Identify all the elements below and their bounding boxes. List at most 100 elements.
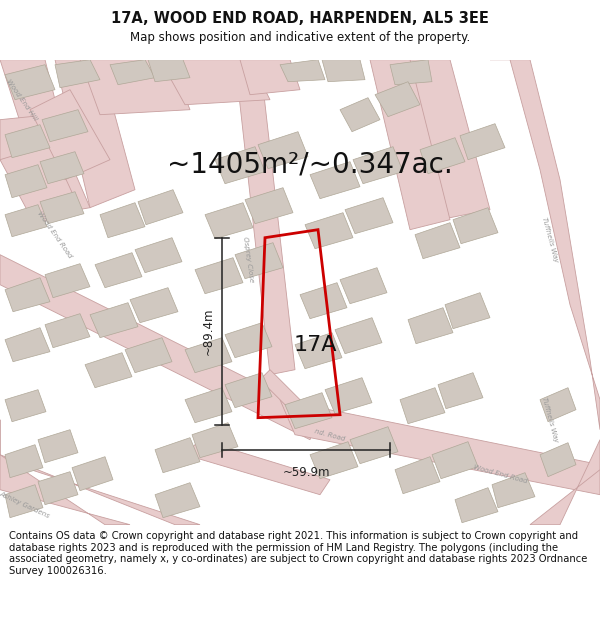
Polygon shape (345, 198, 393, 234)
Polygon shape (5, 328, 50, 362)
Polygon shape (390, 59, 432, 84)
Polygon shape (295, 332, 342, 369)
Polygon shape (453, 208, 498, 244)
Polygon shape (310, 162, 360, 199)
Polygon shape (460, 124, 505, 159)
Polygon shape (540, 442, 576, 477)
Polygon shape (5, 485, 43, 518)
Polygon shape (5, 445, 43, 478)
Polygon shape (245, 188, 293, 224)
Polygon shape (100, 202, 145, 238)
Polygon shape (40, 192, 84, 224)
Polygon shape (40, 152, 84, 184)
Polygon shape (310, 442, 358, 479)
Polygon shape (155, 438, 200, 472)
Polygon shape (335, 318, 382, 354)
Polygon shape (192, 422, 238, 457)
Polygon shape (300, 282, 347, 319)
Polygon shape (350, 427, 398, 464)
Polygon shape (45, 314, 90, 348)
Polygon shape (375, 82, 420, 117)
Polygon shape (5, 390, 46, 422)
Polygon shape (225, 372, 272, 408)
Polygon shape (5, 125, 50, 158)
Polygon shape (0, 144, 80, 224)
Polygon shape (305, 213, 353, 249)
Polygon shape (235, 59, 295, 374)
Polygon shape (72, 457, 113, 491)
Polygon shape (148, 59, 190, 82)
Polygon shape (240, 59, 300, 94)
Polygon shape (340, 268, 387, 304)
Polygon shape (45, 264, 90, 298)
Polygon shape (95, 253, 142, 288)
Polygon shape (395, 457, 440, 494)
Polygon shape (490, 59, 600, 430)
Polygon shape (445, 292, 490, 329)
Polygon shape (160, 59, 270, 104)
Text: ~89.4m: ~89.4m (202, 308, 215, 355)
Polygon shape (0, 455, 130, 525)
Polygon shape (80, 59, 190, 115)
Polygon shape (235, 242, 283, 279)
Polygon shape (0, 115, 90, 214)
Text: ~59.9m: ~59.9m (282, 466, 330, 479)
Polygon shape (420, 138, 465, 174)
Polygon shape (205, 202, 253, 239)
Text: 17A: 17A (293, 335, 337, 355)
Polygon shape (340, 98, 380, 132)
Polygon shape (325, 378, 372, 414)
Polygon shape (5, 64, 55, 99)
Polygon shape (110, 59, 155, 84)
Text: Wood End Road: Wood End Road (37, 210, 73, 259)
Polygon shape (55, 59, 135, 208)
Polygon shape (185, 388, 232, 422)
Polygon shape (353, 147, 403, 184)
Polygon shape (0, 255, 320, 440)
Polygon shape (125, 338, 172, 372)
Polygon shape (322, 59, 365, 82)
Polygon shape (280, 400, 600, 495)
Text: Map shows position and indicative extent of the property.: Map shows position and indicative extent… (130, 31, 470, 44)
Polygon shape (438, 372, 483, 409)
Polygon shape (155, 482, 200, 518)
Text: nd. Road: nd. Road (314, 428, 346, 442)
Polygon shape (258, 132, 308, 169)
Text: ~1405m²/~0.347ac.: ~1405m²/~0.347ac. (167, 151, 453, 179)
Polygon shape (85, 352, 132, 388)
Polygon shape (5, 205, 47, 237)
Polygon shape (38, 430, 78, 462)
Text: Wood End Hill: Wood End Hill (5, 78, 38, 121)
Text: Tuffnells Way: Tuffnells Way (541, 216, 559, 263)
Polygon shape (492, 472, 535, 508)
Polygon shape (5, 278, 50, 312)
Text: Contains OS data © Crown copyright and database right 2021. This information is : Contains OS data © Crown copyright and d… (9, 531, 587, 576)
Polygon shape (0, 420, 200, 525)
Polygon shape (55, 59, 100, 88)
Polygon shape (135, 238, 182, 272)
Polygon shape (415, 222, 460, 259)
Text: Osprey Close: Osprey Close (242, 236, 254, 283)
Polygon shape (42, 110, 88, 142)
Polygon shape (90, 302, 138, 338)
Polygon shape (5, 164, 47, 198)
Polygon shape (30, 89, 110, 180)
Polygon shape (185, 338, 232, 372)
Polygon shape (400, 388, 445, 424)
Polygon shape (540, 388, 576, 422)
Polygon shape (225, 322, 272, 357)
Polygon shape (38, 472, 78, 505)
Polygon shape (280, 59, 325, 82)
Polygon shape (370, 59, 450, 229)
Polygon shape (215, 147, 265, 184)
Text: Ashley Gardens: Ashley Gardens (0, 491, 51, 519)
Polygon shape (408, 308, 453, 344)
Polygon shape (195, 258, 243, 294)
Text: Tuffnells Way: Tuffnells Way (541, 396, 559, 443)
Polygon shape (138, 190, 183, 224)
Polygon shape (260, 369, 300, 410)
Polygon shape (130, 288, 178, 322)
Polygon shape (185, 440, 330, 495)
Polygon shape (285, 392, 332, 429)
Polygon shape (400, 59, 490, 219)
